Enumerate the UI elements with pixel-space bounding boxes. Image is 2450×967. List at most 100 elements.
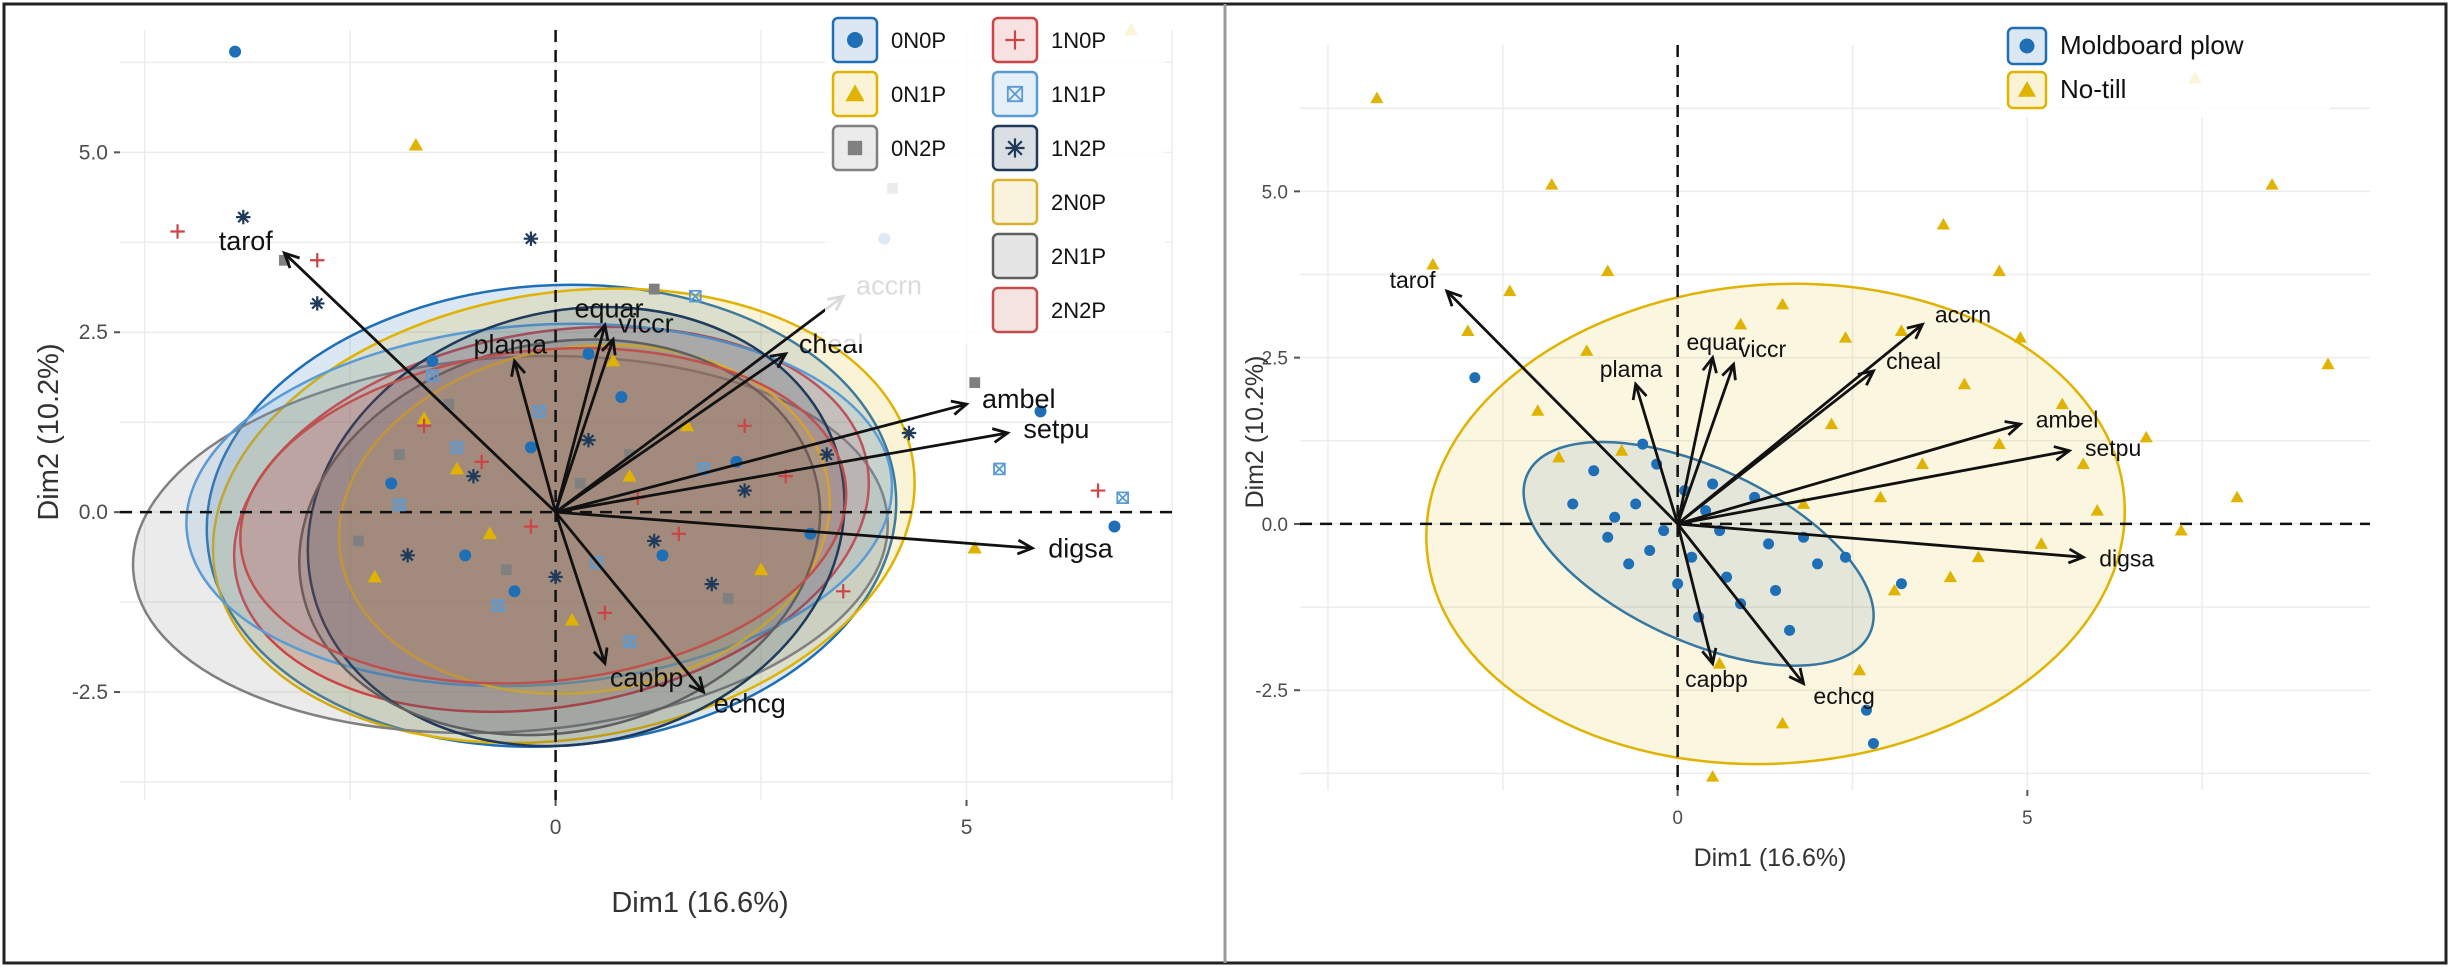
point-0n1p (753, 562, 769, 576)
left-biplot-panel: tarofequarviccrplamachealaccrnambelsetpu… (33, 10, 1173, 919)
point-no-till (1733, 317, 1748, 330)
vector-label-digsa: digsa (1048, 533, 1114, 563)
point-1n2p (581, 432, 596, 448)
point-1n2p (704, 576, 719, 592)
point-0n2p (394, 449, 405, 460)
vector-label-plama: plama (1600, 356, 1663, 382)
x-tick-label: 5 (2022, 808, 2033, 829)
point-no-till (2230, 490, 2244, 503)
point-0n1p (605, 353, 621, 367)
point-no-till (1936, 217, 1950, 230)
legend-key-2n2p (991, 286, 1039, 334)
point-no-till (2174, 523, 2188, 536)
legend-item-moldboard-plow: Moldboard plow (2006, 26, 2244, 66)
point-1n2p (819, 447, 835, 462)
point-0n2p (500, 564, 512, 576)
vector-equar (554, 324, 607, 513)
vector-label-viccr: viccr (618, 308, 674, 338)
point-0n2p (278, 254, 290, 266)
legend-item-2n0p: 2N0P (991, 178, 1106, 226)
point-no-till (1943, 570, 1957, 583)
point-0n0p (1034, 405, 1047, 418)
legend-label-2n2p: 2N2P (1051, 298, 1106, 323)
point-0n0p (1108, 520, 1121, 533)
x-axis-title: Dim1 (16.6%) (1694, 844, 1847, 872)
legend-item-0n0p: 0N0P (831, 16, 946, 64)
point-moldboard-plow (1839, 551, 1851, 563)
y-tick-label: 5.0 (1262, 182, 1288, 203)
legend-label-0n0p: 0N0P (891, 28, 946, 53)
point-0n2p (969, 377, 981, 389)
point-1n2p (466, 468, 481, 484)
x-tick-label: 0 (1672, 808, 1683, 829)
vector-equar (1676, 357, 1714, 525)
vector-label-setpu: setpu (1023, 414, 1089, 444)
vector-label-ambel: ambel (2036, 407, 2099, 433)
vector-arrowhead-plama (1631, 381, 1648, 401)
point-no-till (1706, 770, 1720, 782)
legend-marker-1n2p (1005, 138, 1025, 158)
vector-digsa (1677, 522, 2084, 559)
point-1n2p (548, 569, 563, 585)
legend-marker-1n0p (1005, 30, 1025, 50)
x-tick-label: 5 (961, 816, 973, 839)
legend-label-2n0p: 2N0P (1051, 190, 1106, 215)
point-no-till (2055, 397, 2069, 410)
y-tick-label: -2.5 (72, 681, 108, 704)
vector-arrowhead-capbp (592, 647, 609, 667)
point-moldboard-plow (1658, 525, 1670, 537)
vector-arrowhead-setpu (991, 427, 1011, 444)
point-moldboard-plow (1700, 505, 1712, 517)
point-1n1p (623, 635, 636, 648)
point-moldboard-plow (1686, 551, 1698, 563)
vector-label-viccr: viccr (1739, 336, 1787, 362)
point-0n0p (804, 527, 817, 540)
point-no-till (1615, 444, 1629, 456)
point-0n0p (459, 549, 472, 562)
x-axis-title: Dim1 (16.6%) (611, 887, 788, 919)
point-no-till (1971, 550, 1985, 563)
vector-setpu (555, 431, 1008, 514)
point-1n1p (393, 498, 406, 512)
point-moldboard-plow (1609, 511, 1621, 523)
vector-tarof (1445, 290, 1679, 525)
point-no-till (1824, 417, 1839, 430)
vector-label-equar: equar (1686, 329, 1745, 355)
point-no-till (1426, 257, 1440, 270)
point-moldboard-plow (1867, 737, 1879, 749)
legend-item-1n0p: 1N0P (991, 16, 1106, 64)
point-no-till (1461, 324, 1475, 336)
point-no-till (1370, 91, 1384, 104)
point-1n2p (647, 533, 662, 549)
legend-marker-0n2p (847, 140, 863, 156)
legend-label-2n1p: 2N1P (1051, 244, 1106, 269)
point-0n2p (648, 283, 660, 295)
point-no-till (1957, 377, 1971, 390)
point-1n1p (532, 405, 546, 418)
legend-label-0n1p: 0N1P (891, 82, 946, 107)
point-0n2p (722, 593, 734, 604)
point-0n0p (426, 355, 439, 368)
point-no-till (1775, 297, 1790, 310)
ellipse-2n1p (298, 338, 822, 737)
point-0n1p (367, 569, 382, 583)
point-no-till (1775, 716, 1790, 729)
point-no-till (2076, 457, 2090, 470)
vector-arrowhead-equar (1701, 354, 1718, 374)
point-0n0p (615, 391, 628, 404)
vector-accrn (1676, 323, 1924, 526)
point-1n1p (993, 462, 1006, 476)
confidence-ellipses (131, 283, 916, 748)
legend-item-1n2p: 1N2P (991, 124, 1106, 172)
point-0n1p (408, 137, 424, 151)
point-no-till (1992, 437, 2006, 450)
point-no-till (1552, 450, 1566, 463)
vector-cheal (554, 352, 787, 514)
point-moldboard-plow (1721, 571, 1733, 583)
legend-marker-moldboard-plow (2019, 38, 2035, 54)
vector-label-capbp: capbp (1685, 666, 1748, 692)
